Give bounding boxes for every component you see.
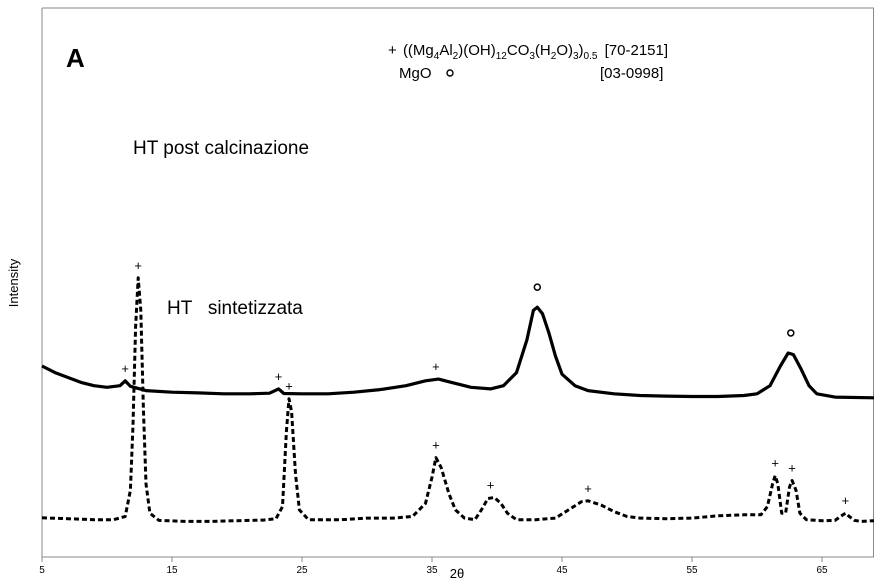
hydrotalcite-peak-marker: +: [432, 359, 440, 374]
legend-symbol-plus: +: [388, 42, 397, 59]
hydrotalcite-peak-marker: +: [788, 460, 796, 475]
legend-entry-mgo: MgO: [399, 65, 432, 82]
legend-symbol-circle: [446, 69, 454, 77]
x-tick-label: 25: [296, 565, 308, 576]
x-tick-label: 15: [166, 565, 178, 576]
hydrotalcite-peak-marker: +: [771, 456, 779, 471]
panel-label: A: [66, 43, 85, 73]
legend-formula-part: 3: [573, 51, 579, 62]
plot-area: [41, 7, 874, 558]
x-tick-label: 35: [426, 565, 438, 576]
x-axis-title: 2θ: [450, 566, 464, 581]
legend-entry-hydrotalcite: + ((Mg4Al2)(OH)12CO3(H2O)3)0.5 [70-2151]: [388, 42, 668, 63]
legend-formula-part: ): [579, 42, 584, 59]
hydrotalcite-peak-marker: +: [432, 438, 440, 453]
hydrotalcite-peak-marker: +: [842, 493, 850, 508]
legend-formula-part: )(OH): [458, 42, 496, 59]
x-tick-label: 65: [816, 565, 828, 576]
x-axis-ticks: 5 15 25 35 45 55 65: [39, 557, 828, 576]
series-label-calcined: HT post calcinazione: [133, 138, 309, 159]
legend-formula-part: Al: [439, 42, 452, 59]
hydrotalcite-peak-marker: +: [285, 379, 293, 394]
series-line-synthesized: [41, 276, 874, 523]
hydrotalcite-peak-marker: +: [121, 361, 129, 376]
series-layer: [41, 276, 874, 523]
legend-formula-part: 4: [434, 51, 440, 62]
legend-formula-part: 3: [529, 51, 535, 62]
legend-formula-part: ((Mg: [403, 42, 434, 59]
legend-code-hydrotalcite: [70-2151]: [605, 42, 668, 59]
peak-markers: +++++++ ++ ++: [121, 258, 849, 508]
series-label-synthesized: HT sintetizzata: [167, 298, 303, 319]
legend-formula-part: O): [556, 42, 573, 59]
x-tick-label: 45: [556, 565, 568, 576]
legend-formula: ((Mg4Al2)(OH)12CO3(H2O)3)0.5: [403, 42, 598, 62]
legend-formula-part: (H: [535, 42, 551, 59]
x-tick-label: 55: [686, 565, 698, 576]
hydrotalcite-peak-marker: +: [134, 258, 142, 273]
hydrotalcite-peak-marker: +: [275, 369, 283, 384]
series-line-calcined: [41, 305, 874, 400]
legend-formula-part: 2: [453, 51, 459, 62]
legend-formula-part: CO: [507, 42, 530, 59]
y-axis-title: Intensity: [6, 258, 21, 307]
hydrotalcite-peak-marker: +: [584, 481, 592, 496]
mgo-peak-marker: [787, 329, 795, 337]
legend-code-mgo: [03-0998]: [600, 65, 663, 82]
legend-formula-part: 2: [551, 51, 557, 62]
legend-formula-part: 12: [496, 51, 508, 62]
mgo-peak-marker: [533, 283, 542, 291]
hydrotalcite-peak-marker: +: [487, 477, 495, 492]
legend: + ((Mg4Al2)(OH)12CO3(H2O)3)0.5 [70-2151]…: [388, 42, 668, 82]
legend-formula-part: 0.5: [584, 51, 598, 62]
x-tick-label: 5: [39, 565, 45, 576]
legend-name-mgo: MgO: [399, 65, 432, 82]
